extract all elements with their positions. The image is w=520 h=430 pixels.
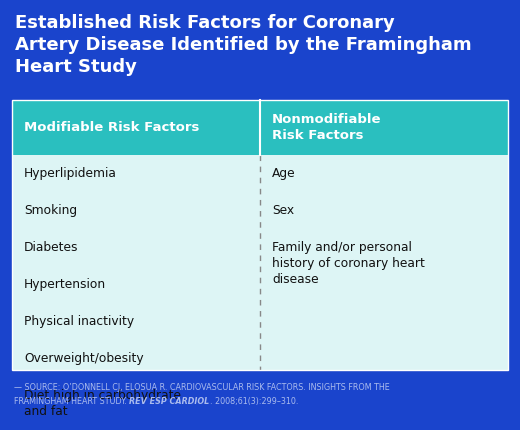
Text: Smoking: Smoking bbox=[24, 204, 77, 217]
Bar bbox=[12, 100, 508, 370]
Bar bbox=[12, 100, 508, 155]
Text: Heart Study: Heart Study bbox=[15, 58, 137, 76]
Text: FRAMINGHAM HEART STUDY.: FRAMINGHAM HEART STUDY. bbox=[14, 397, 129, 406]
Text: — SOURCE: O’DONNELL CJ, ELOSUA R. CARDIOVASCULAR RISK FACTORS. INSIGHTS FROM THE: — SOURCE: O’DONNELL CJ, ELOSUA R. CARDIO… bbox=[14, 383, 390, 392]
Text: REV ESP CARDIOL: REV ESP CARDIOL bbox=[129, 397, 210, 406]
Text: Overweight/obesity: Overweight/obesity bbox=[24, 352, 144, 365]
Text: Age: Age bbox=[272, 167, 296, 180]
Text: Artery Disease Identified by the Framingham: Artery Disease Identified by the Framing… bbox=[15, 36, 472, 54]
Text: Nonmodifiable
Risk Factors: Nonmodifiable Risk Factors bbox=[272, 113, 382, 142]
Text: Hyperlipidemia: Hyperlipidemia bbox=[24, 167, 117, 180]
Text: Established Risk Factors for Coronary: Established Risk Factors for Coronary bbox=[15, 14, 395, 32]
Text: Family and/or personal
history of coronary heart
disease: Family and/or personal history of corona… bbox=[272, 241, 425, 286]
Text: Physical inactivity: Physical inactivity bbox=[24, 315, 134, 328]
Bar bbox=[12, 100, 508, 370]
Text: Diabetes: Diabetes bbox=[24, 241, 79, 254]
Text: . 2008;61(3):299–310.: . 2008;61(3):299–310. bbox=[210, 397, 298, 406]
Text: Hypertension: Hypertension bbox=[24, 278, 106, 291]
Text: Modifiable Risk Factors: Modifiable Risk Factors bbox=[24, 121, 199, 134]
Text: Sex: Sex bbox=[272, 204, 294, 217]
Text: Diet high in carbohydrate
and fat: Diet high in carbohydrate and fat bbox=[24, 389, 181, 418]
